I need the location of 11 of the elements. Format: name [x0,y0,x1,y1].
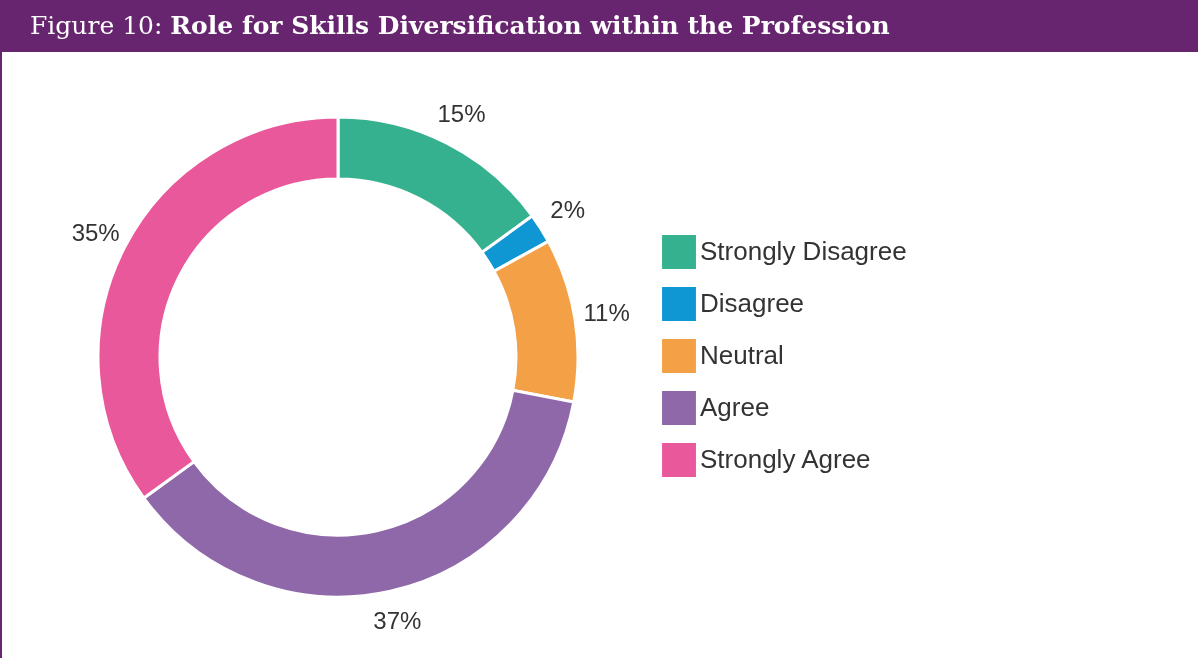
legend-label: Disagree [700,288,805,318]
legend-label: Strongly Disagree [700,236,907,266]
data-label: 35% [71,218,120,246]
legend-label: Strongly Agree [700,444,871,474]
legend-label: Neutral [700,340,784,370]
chart-title: Figure 10: Role for Skills Diversification within the Profession [0,0,1198,52]
data-label: 2% [550,196,585,224]
data-label: 37% [373,607,422,635]
data-label: 15% [437,99,486,127]
legend-label: Agree [700,392,770,422]
data-label: 11% [583,299,630,327]
